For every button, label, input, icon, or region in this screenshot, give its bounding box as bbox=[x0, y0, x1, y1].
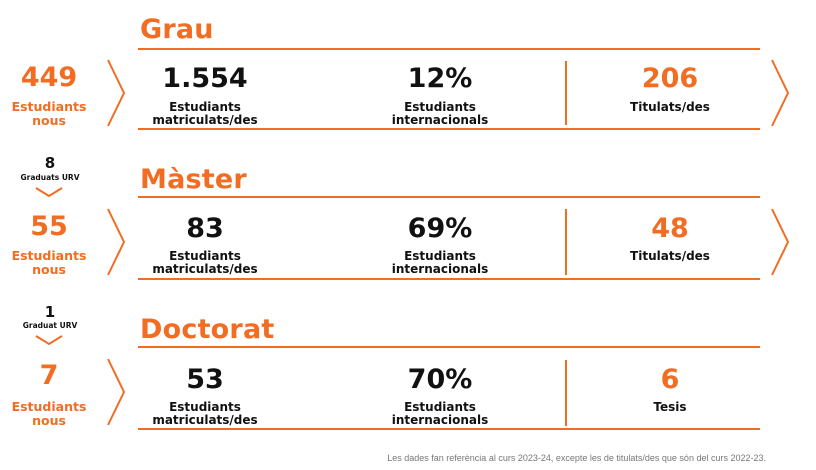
enrolled-label: Estudiants matriculats/des bbox=[152, 249, 258, 276]
theses-value: 6 bbox=[660, 364, 680, 395]
section-title-doctorat: Doctorat bbox=[140, 314, 275, 345]
section-title-master: Màster bbox=[140, 164, 247, 195]
enrolled-value: 83 bbox=[186, 213, 224, 244]
international-value: 70% bbox=[407, 364, 473, 395]
graduates-label: Titulats/des bbox=[630, 100, 710, 114]
new-students-label: Estudiants nous bbox=[11, 99, 87, 128]
urv-graduates-label: Graduats URV bbox=[20, 173, 80, 182]
new-students-value: 449 bbox=[20, 62, 78, 93]
international-label: Estudiants internacionals bbox=[391, 100, 489, 127]
urv-graduates-label: Graduat URV bbox=[22, 321, 78, 330]
chevron-right-icon bbox=[771, 59, 790, 127]
bottom-rule bbox=[138, 128, 760, 130]
urv-graduates-value: 8 bbox=[44, 154, 56, 172]
divider bbox=[565, 61, 567, 125]
divider bbox=[565, 360, 567, 426]
chevron-right-icon bbox=[771, 208, 790, 276]
graduates-label: Titulats/des bbox=[630, 249, 710, 263]
international-value: 69% bbox=[407, 213, 473, 244]
footnote: Les dades fan referència al curs 2023-24… bbox=[387, 453, 766, 463]
new-students-label: Estudiants nous bbox=[11, 248, 87, 277]
bottom-rule bbox=[138, 278, 760, 280]
top-rule bbox=[138, 48, 760, 50]
top-rule bbox=[138, 346, 760, 348]
graduates-value: 206 bbox=[641, 63, 699, 94]
chevron-right-icon bbox=[107, 208, 126, 276]
enrolled-value: 1.554 bbox=[162, 63, 248, 94]
urv-graduates-value: 1 bbox=[44, 303, 56, 321]
bottom-rule bbox=[138, 428, 760, 430]
new-students-value: 55 bbox=[30, 211, 68, 242]
new-students-label: Estudiants nous bbox=[11, 399, 87, 428]
international-label: Estudiants internacionals bbox=[391, 400, 489, 427]
top-rule bbox=[138, 196, 760, 198]
chevron-right-icon bbox=[107, 59, 126, 127]
chevron-down-icon bbox=[35, 187, 63, 198]
theses-label: Tesis bbox=[653, 400, 687, 414]
section-title-grau: Grau bbox=[140, 14, 214, 45]
new-students-value: 7 bbox=[39, 360, 59, 391]
chevron-right-icon bbox=[107, 358, 126, 426]
enrolled-value: 53 bbox=[186, 364, 224, 395]
enrolled-label: Estudiants matriculats/des bbox=[152, 100, 258, 127]
enrolled-label: Estudiants matriculats/des bbox=[152, 400, 258, 427]
divider bbox=[565, 209, 567, 275]
international-label: Estudiants internacionals bbox=[391, 249, 489, 276]
international-value: 12% bbox=[407, 63, 473, 94]
graduates-value: 48 bbox=[651, 213, 689, 244]
chevron-down-icon bbox=[35, 335, 63, 346]
